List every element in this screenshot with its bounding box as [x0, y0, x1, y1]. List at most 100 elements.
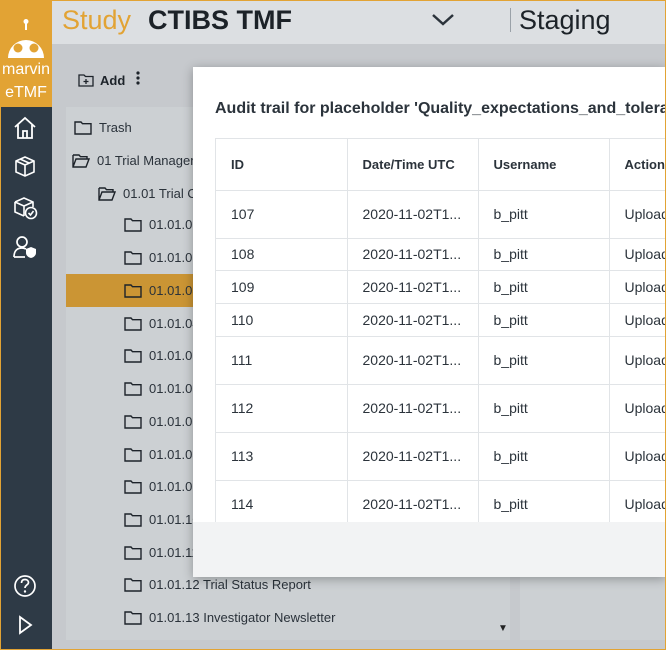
cell-username: b_pitt [478, 480, 610, 529]
tree-item-label: 01.01.05 [149, 348, 200, 363]
table-header-row: ID Date/Time UTC Username Action [216, 139, 666, 191]
cell-username: b_pitt [478, 303, 610, 337]
cell-id: 109 [216, 270, 348, 304]
cell-action: Upload [609, 432, 666, 481]
tree-item[interactable]: 01.01.12 Trial Status Report [66, 568, 496, 601]
cell-datetime: 2020-11-02T1... [347, 270, 479, 304]
folder-icon [124, 578, 142, 592]
tree-item[interactable]: 01.01.08 [66, 438, 496, 471]
cell-username: b_pitt [478, 238, 610, 271]
cell-username: b_pitt [478, 270, 610, 304]
folder-icon [124, 513, 142, 527]
tree-item-label: 01.01.03 [149, 283, 200, 298]
cell-action: Upload [609, 238, 666, 271]
cell-id: 114 [216, 480, 348, 529]
tree-item[interactable]: 01.01.10 [66, 503, 496, 536]
table-row[interactable]: 107 2020-11-02T1... b_pitt Upload [216, 190, 666, 239]
cell-id: 110 [216, 303, 348, 337]
robot-logo-icon [8, 19, 44, 58]
tree-item[interactable]: 01.01.02 [66, 241, 496, 274]
dialog-title: Audit trail for placeholder 'Quality_exp… [215, 100, 666, 117]
tree-item[interactable]: 01.01.04 [66, 307, 496, 340]
add-button[interactable]: Add [78, 70, 125, 90]
scroll-down-icon[interactable]: ▼ [498, 623, 508, 634]
table-row[interactable]: 109 2020-11-02T1... b_pitt Upload [216, 270, 666, 304]
folder-icon [124, 546, 142, 560]
table-row[interactable]: 110 2020-11-02T1... b_pitt Upload [216, 303, 666, 337]
more-options-icon[interactable] [134, 70, 142, 86]
app-header: Study CTIBS TMF Staging [52, 0, 666, 44]
sidebar-rail: marvin eTMF [0, 0, 52, 650]
table-row[interactable]: 112 2020-11-02T1... b_pitt Upload [216, 384, 666, 433]
tree-item[interactable]: 01 Trial Management [66, 144, 496, 177]
study-selector[interactable]: CTIBS TMF [148, 5, 292, 35]
folder-icon [124, 284, 142, 298]
folder-icon [124, 480, 142, 494]
tree-item[interactable]: 01.01.09 [66, 470, 496, 503]
column-header-username[interactable]: Username [478, 139, 610, 191]
folder-icon [124, 611, 142, 625]
logo-name: marvin [1, 61, 50, 78]
package-icon[interactable] [10, 151, 40, 181]
tree-item-label: 01.01.07 [149, 414, 200, 429]
tree-item[interactable]: 01.01.06 [66, 372, 496, 405]
folder-icon [124, 218, 142, 232]
tree-item-label: Trash [99, 120, 132, 135]
cell-username: b_pitt [478, 384, 610, 433]
cell-id: 113 [216, 432, 348, 481]
expand-sidebar-icon[interactable] [10, 610, 40, 640]
cell-action: Upload [609, 384, 666, 433]
cell-username: b_pitt [478, 336, 610, 385]
tree-item-label: 01.01.13 Investigator Newsletter [149, 610, 336, 625]
column-header-action[interactable]: Action [609, 139, 666, 191]
cell-username: b_pitt [478, 190, 610, 239]
folder-icon [124, 251, 142, 265]
cell-datetime: 2020-11-02T1... [347, 432, 479, 481]
audit-table-container[interactable]: ID Date/Time UTC Username Action 107 2020… [215, 138, 666, 568]
column-header-datetime[interactable]: Date/Time UTC [347, 139, 479, 191]
table-row[interactable]: 113 2020-11-02T1... b_pitt Upload [216, 432, 666, 481]
cell-action: Upload [609, 303, 666, 337]
tree-item[interactable]: 01.01.07 [66, 405, 496, 438]
cell-username: b_pitt [478, 432, 610, 481]
folder-open-icon [98, 187, 116, 201]
cell-action: Upload [609, 480, 666, 529]
dialog-footer [193, 522, 666, 577]
cell-id: 111 [216, 336, 348, 385]
home-icon[interactable] [10, 113, 40, 143]
folder-icon [124, 349, 142, 363]
cell-id: 112 [216, 384, 348, 433]
help-icon[interactable] [10, 571, 40, 601]
tree-item-label: 01.01.12 Trial Status Report [149, 577, 311, 592]
add-button-label: Add [100, 72, 126, 88]
tree-item[interactable]: 01.01.11 [66, 536, 496, 569]
table-row[interactable]: 114 2020-11-02T1... b_pitt Upload [216, 480, 666, 529]
table-row[interactable]: 111 2020-11-02T1... b_pitt Upload [216, 336, 666, 385]
app-logo[interactable]: marvin eTMF [0, 0, 52, 107]
cell-datetime: 2020-11-02T1... [347, 480, 479, 529]
study-label: Study [62, 5, 132, 35]
tree-item[interactable]: 01.01.13 Investigator Newsletter [66, 601, 496, 634]
cell-datetime: 2020-11-02T1... [347, 238, 479, 271]
folder-icon [124, 415, 142, 429]
tree-item[interactable]: 01.01.01 [66, 208, 496, 241]
tree-item-label: 01.01.01 [149, 217, 200, 232]
chevron-down-icon[interactable] [430, 10, 456, 30]
cell-datetime: 2020-11-02T1... [347, 336, 479, 385]
tree-item[interactable]: 01.01.05 [66, 339, 496, 372]
tree-item[interactable]: Trash [66, 111, 496, 144]
cell-action: Upload [609, 336, 666, 385]
table-row[interactable]: 108 2020-11-02T1... b_pitt Upload [216, 238, 666, 271]
user-shield-icon[interactable] [10, 232, 40, 262]
folder-icon [74, 121, 92, 135]
cell-id: 108 [216, 238, 348, 271]
audit-trail-dialog: Audit trail for placeholder 'Quality_exp… [193, 67, 666, 577]
column-header-id[interactable]: ID [216, 139, 348, 191]
tree-item-label: 01.01.10 [149, 512, 200, 527]
tree-item-label: 01.01.04 [149, 316, 200, 331]
package-check-icon[interactable] [10, 192, 40, 222]
environment-selector[interactable]: Staging [519, 5, 611, 35]
cell-id: 107 [216, 190, 348, 239]
folder-open-icon [72, 154, 90, 168]
cell-datetime: 2020-11-02T1... [347, 190, 479, 239]
